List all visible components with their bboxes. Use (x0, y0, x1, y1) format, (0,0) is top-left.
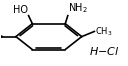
Text: CH$_3$: CH$_3$ (95, 25, 113, 38)
Text: H$-$Cl: H$-$Cl (89, 45, 120, 57)
Text: HO: HO (13, 5, 28, 15)
Text: NH$_2$: NH$_2$ (68, 2, 88, 15)
